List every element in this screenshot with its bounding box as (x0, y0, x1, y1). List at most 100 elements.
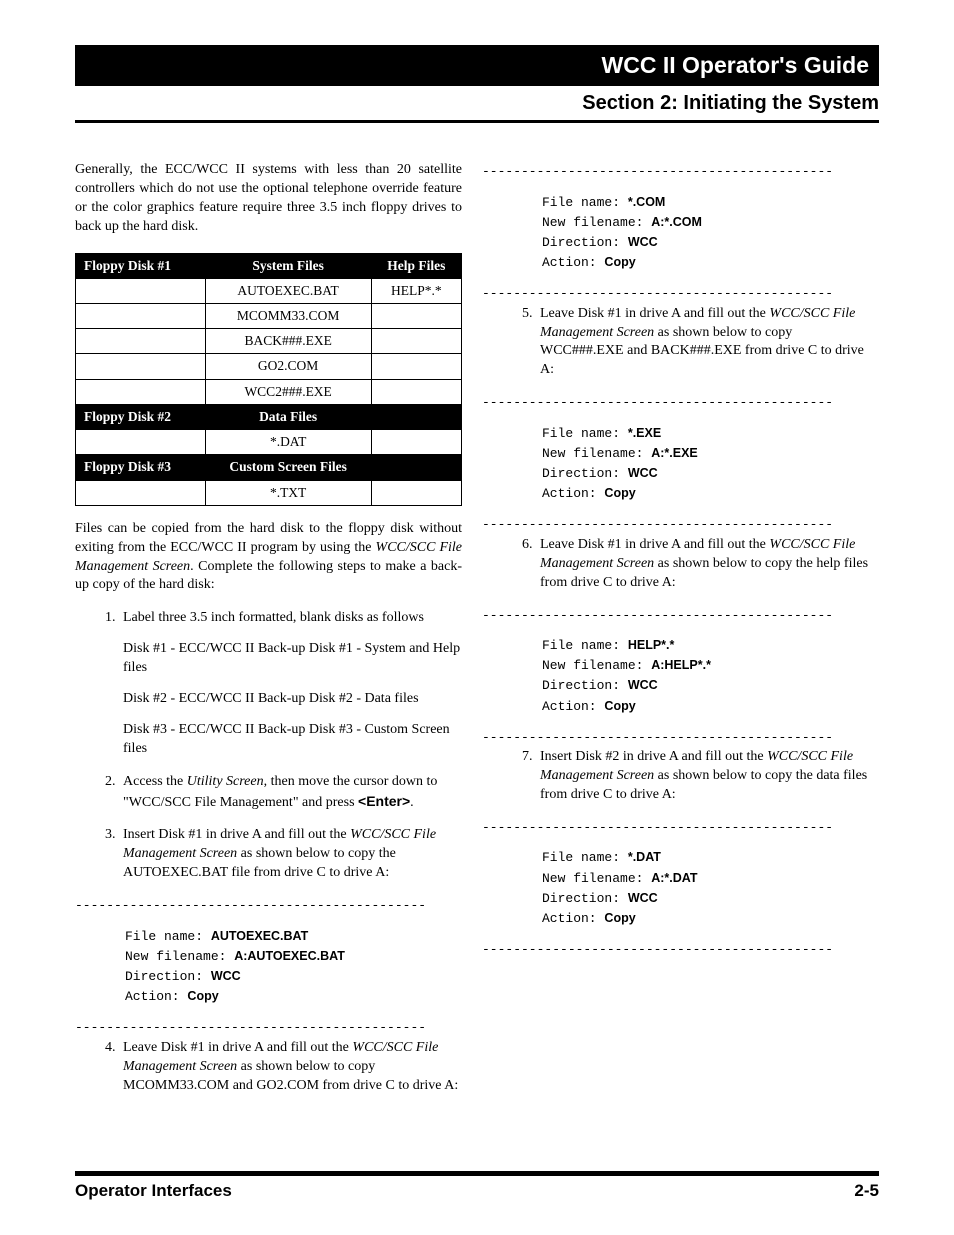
dash-rule: ----------------------------------------… (482, 607, 879, 625)
table-cell: MCOMM33.COM (205, 304, 371, 329)
page-header-section: Section 2: Initiating the System (75, 90, 879, 123)
table-header-cell: Floppy Disk #2 (76, 404, 206, 429)
content-columns: Generally, the ECC/WCC II systems with l… (75, 161, 879, 1109)
step-4: Leave Disk #1 in drive A and fill out th… (119, 1039, 462, 1096)
table-cell (76, 379, 206, 404)
value-newfilename: A:HELP*.* (651, 658, 711, 672)
value-direction: WCC (628, 891, 658, 905)
step-2: Access the Utility Screen, then move the… (119, 773, 462, 813)
left-column: Generally, the ECC/WCC II systems with l… (75, 161, 462, 1109)
value-direction: WCC (628, 678, 658, 692)
steps-list-right-6: Leave Disk #1 in drive A and fill out th… (492, 536, 879, 593)
value-action: Copy (604, 486, 635, 500)
label-newfilename: New filename: (542, 658, 651, 673)
text-italic: Utility Screen (187, 774, 264, 789)
label-filename: File name: (542, 638, 628, 653)
disk-label-1: Disk #1 - ECC/WCC II Back-up Disk #1 - S… (123, 640, 462, 678)
file-copy-paragraph: Files can be copied from the hard disk t… (75, 520, 462, 596)
label-newfilename: New filename: (542, 871, 651, 886)
page-footer: Operator Interfaces 2-5 (75, 1171, 879, 1203)
table-cell (76, 480, 206, 505)
table-cell: GO2.COM (205, 354, 371, 379)
dash-rule: ----------------------------------------… (482, 394, 879, 412)
table-cell: WCC2###.EXE (205, 379, 371, 404)
table-cell (371, 354, 461, 379)
table-cell (76, 329, 206, 354)
disk-label-3: Disk #3 - ECC/WCC II Back-up Disk #3 - C… (123, 721, 462, 759)
label-action: Action: (542, 255, 604, 270)
intro-paragraph: Generally, the ECC/WCC II systems with l… (75, 161, 462, 237)
text: Insert Disk #2 in drive A and fill out t… (540, 749, 767, 764)
label-filename: File name: (542, 195, 628, 210)
table-cell: HELP*.* (371, 278, 461, 303)
label-direction: Direction: (125, 969, 211, 984)
value-filename: *.COM (628, 195, 666, 209)
table-cell (76, 278, 206, 303)
table-cell: AUTOEXEC.BAT (205, 278, 371, 303)
value-action: Copy (604, 699, 635, 713)
label-action: Action: (542, 486, 604, 501)
label-direction: Direction: (542, 466, 628, 481)
table-cell: *.TXT (205, 480, 371, 505)
steps-list-left: Label three 3.5 inch formatted, blank di… (75, 609, 462, 883)
step-6: Leave Disk #1 in drive A and fill out th… (536, 536, 879, 593)
label-direction: Direction: (542, 891, 628, 906)
disk-label-2: Disk #2 - ECC/WCC II Back-up Disk #2 - D… (123, 690, 462, 709)
table-header-cell: Data Files (205, 404, 371, 429)
step-5: Leave Disk #1 in drive A and fill out th… (536, 305, 879, 381)
footer-left: Operator Interfaces (75, 1180, 232, 1203)
value-filename: *.DAT (628, 850, 661, 864)
screen-block-6: File name: HELP*.* New filename: A:HELP*… (492, 626, 879, 727)
text: Label three 3.5 inch formatted, blank di… (123, 610, 424, 625)
text: Leave Disk #1 in drive A and fill out th… (123, 1040, 352, 1055)
label-newfilename: New filename: (125, 949, 234, 964)
dash-rule: ----------------------------------------… (482, 941, 879, 959)
value-newfilename: A:AUTOEXEC.BAT (234, 949, 345, 963)
label-action: Action: (125, 989, 187, 1004)
steps-list-right-7: Insert Disk #2 in drive A and fill out t… (492, 748, 879, 805)
value-filename: AUTOEXEC.BAT (211, 929, 308, 943)
screen-block-4: File name: *.COM New filename: A:*.COM D… (492, 183, 879, 284)
table-header-cell: Custom Screen Files (205, 455, 371, 480)
value-direction: WCC (211, 969, 241, 983)
table-header-cell (371, 455, 461, 480)
page-header-title: WCC II Operator's Guide (75, 45, 879, 86)
key-enter: <Enter> (358, 793, 410, 809)
step-1: Label three 3.5 inch formatted, blank di… (119, 609, 462, 758)
table-cell (76, 430, 206, 455)
screen-block-5: File name: *.EXE New filename: A:*.EXE D… (492, 414, 879, 515)
label-newfilename: New filename: (542, 215, 651, 230)
table-cell (371, 430, 461, 455)
value-action: Copy (187, 989, 218, 1003)
table-header-cell (371, 404, 461, 429)
value-newfilename: A:*.EXE (651, 446, 698, 460)
dash-rule: ----------------------------------------… (482, 729, 879, 747)
value-direction: WCC (628, 466, 658, 480)
value-filename: HELP*.* (628, 638, 675, 652)
table-cell (76, 304, 206, 329)
table-cell (371, 329, 461, 354)
value-direction: WCC (628, 235, 658, 249)
table-cell (76, 354, 206, 379)
table-cell (371, 304, 461, 329)
table-cell (371, 480, 461, 505)
table-header-cell: Help Files (371, 253, 461, 278)
label-direction: Direction: (542, 235, 628, 250)
steps-list-right-5: Leave Disk #1 in drive A and fill out th… (492, 305, 879, 381)
dash-rule: ----------------------------------------… (482, 163, 879, 181)
label-direction: Direction: (542, 678, 628, 693)
value-action: Copy (604, 255, 635, 269)
label-filename: File name: (542, 426, 628, 441)
document-page: WCC II Operator's Guide Section 2: Initi… (0, 0, 954, 1235)
value-newfilename: A:*.COM (651, 215, 702, 229)
label-filename: File name: (542, 850, 628, 865)
dash-rule: ----------------------------------------… (482, 516, 879, 534)
text: Insert Disk #1 in drive A and fill out t… (123, 827, 350, 842)
right-column: ----------------------------------------… (492, 161, 879, 1109)
text: Access the (123, 774, 187, 789)
label-filename: File name: (125, 929, 211, 944)
text: . (410, 795, 414, 810)
text: Leave Disk #1 in drive A and fill out th… (540, 306, 769, 321)
label-action: Action: (542, 911, 604, 926)
table-cell: BACK###.EXE (205, 329, 371, 354)
